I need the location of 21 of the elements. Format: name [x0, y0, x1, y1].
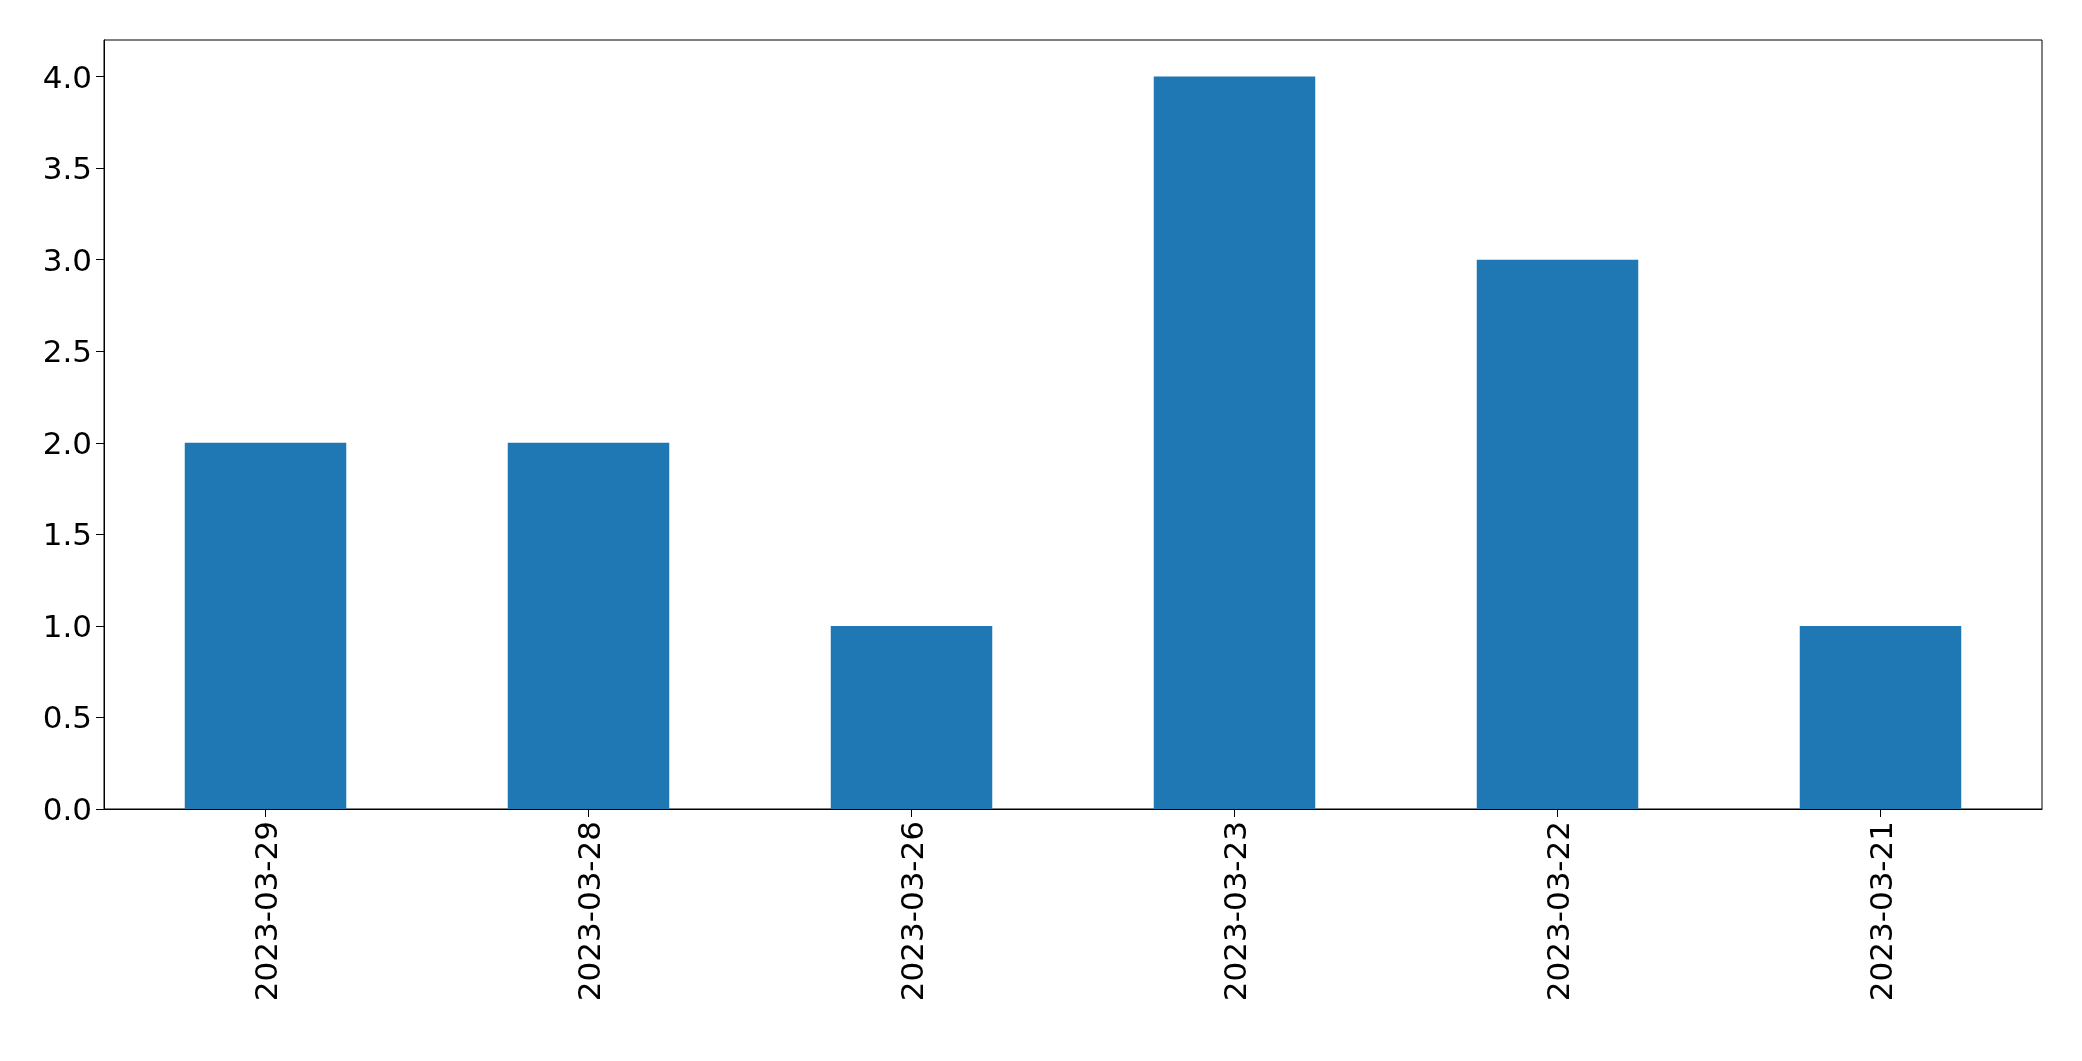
- y-tick-label: 2.5: [42, 333, 92, 370]
- y-tick-label: 0.5: [42, 699, 92, 736]
- x-tick-label: 2023-03-21: [1862, 821, 1899, 1002]
- bar: [1476, 259, 1639, 809]
- y-tick-label: 4.0: [42, 58, 92, 95]
- x-tick-label: 2023-03-28: [570, 821, 607, 1002]
- bar: [184, 442, 347, 809]
- x-tick-label: 2023-03-23: [1216, 821, 1253, 1002]
- y-tick-label: 3.5: [42, 150, 92, 187]
- bar: [1153, 76, 1316, 809]
- y-tick-label: 0.0: [42, 791, 92, 827]
- y-tick-label: 2.0: [42, 424, 92, 461]
- y-tick-label: 3.0: [42, 241, 92, 278]
- y-tick-label: 1.5: [42, 516, 92, 553]
- y-tick-label: 1.0: [42, 607, 92, 644]
- x-tick-label: 2023-03-29: [247, 821, 284, 1002]
- bar: [507, 442, 670, 809]
- x-tick-label: 2023-03-22: [1539, 821, 1576, 1002]
- bar: [830, 625, 993, 809]
- bar: [1799, 625, 1962, 809]
- x-tick-label: 2023-03-26: [893, 821, 930, 1002]
